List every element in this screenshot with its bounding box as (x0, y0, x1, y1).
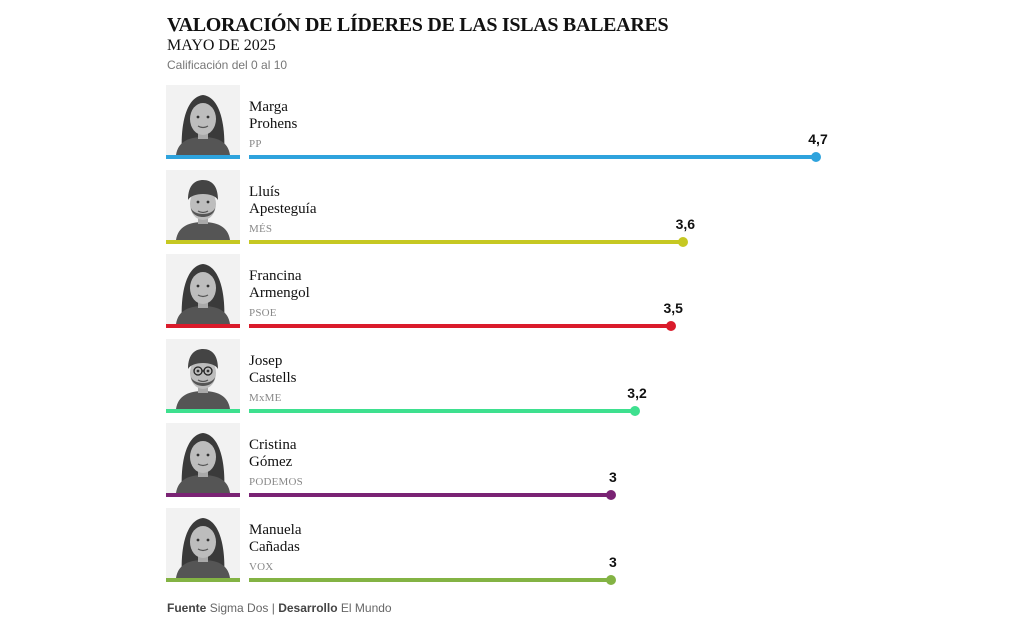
value-bar (249, 408, 636, 413)
value-label: 4,7 (808, 131, 828, 147)
bar-end-dot (630, 405, 641, 416)
value-bar (249, 155, 816, 159)
footer-separator: | (271, 601, 275, 615)
chart-scale-note: Calificación del 0 al 10 (167, 58, 288, 72)
woman-portrait-icon (166, 85, 240, 155)
source-label: Fuente (167, 601, 207, 615)
leader-row: Manuela Cañadas VOX 3 (0, 507, 1024, 592)
party-label: MxME (249, 391, 282, 404)
development-label: Desarrollo (278, 601, 338, 615)
party-label: MÉS (249, 222, 273, 235)
party-color-underline (166, 408, 240, 413)
leader-first-name: Josep (249, 352, 283, 369)
leader-name: Josep Castells (249, 353, 449, 387)
man-portrait-icon (166, 338, 240, 409)
leader-name: Francina Armengol (249, 268, 449, 302)
source-value: Sigma Dos (209, 601, 269, 615)
bar-end-dot (605, 574, 616, 585)
value-bar (249, 577, 611, 582)
value-label: 3 (609, 469, 617, 485)
development-value: El Mundo (340, 601, 392, 615)
woman-portrait-icon (166, 423, 240, 493)
source-footer: Fuente Sigma Dos | Desarrollo El Mundo (167, 601, 392, 615)
leader-first-name: Marga (249, 99, 288, 115)
leader-last-name: Cañadas (249, 538, 300, 555)
leader-first-name: Manuela (249, 521, 302, 538)
value-bar (249, 493, 611, 497)
leader-name: Manuela Cañadas (249, 522, 449, 556)
party-label: PP (249, 138, 262, 150)
leader-last-name: Apesteguía (249, 200, 317, 217)
woman-portrait-icon (166, 507, 240, 578)
value-label: 3 (609, 553, 617, 570)
bar-end-dot (678, 236, 689, 247)
party-color-underline (166, 493, 240, 497)
leader-name: Cristina Gómez (249, 437, 449, 471)
leader-row: Lluís Apesteguía MÉS 3,6 (0, 169, 1024, 254)
chart-subtitle: MAYO DE 2025 (167, 37, 276, 54)
bar-end-dot (605, 490, 616, 500)
leader-row: Francina Armengol PSOE 3,5 (0, 254, 1024, 338)
value-bar (249, 239, 684, 244)
value-label: 3,6 (675, 215, 696, 232)
leader-row: Josep Castells MxME 3,2 (0, 338, 1024, 423)
party-color-underline (166, 577, 240, 582)
leader-last-name: Gómez (249, 454, 293, 470)
party-color-underline (166, 239, 240, 244)
bar-end-dot (811, 152, 821, 162)
value-label: 3,2 (627, 384, 647, 401)
leader-last-name: Prohens (249, 116, 298, 132)
party-label: VOX (249, 560, 274, 573)
party-label: PODEMOS (249, 476, 303, 488)
man-portrait-icon (166, 169, 240, 240)
leader-first-name: Cristina (249, 437, 297, 453)
leader-name: Lluís Apesteguía (249, 184, 449, 218)
leader-row: Cristina Gómez PODEMOS 3 (0, 423, 1024, 507)
value-bar (249, 324, 672, 328)
leader-row: Marga Prohens PP 4,7 (0, 85, 1024, 169)
bar-end-dot (666, 321, 677, 331)
chart-title: VALORACIÓN DE LÍDERES DE LAS ISLAS BALEA… (167, 14, 669, 36)
value-label: 3,5 (663, 300, 683, 316)
leader-first-name: Francina (249, 268, 302, 284)
woman-portrait-icon (166, 254, 240, 324)
leader-name: Marga Prohens (249, 99, 449, 133)
leader-first-name: Lluís (249, 183, 280, 200)
party-color-underline (166, 324, 240, 328)
leader-last-name: Armengol (249, 285, 310, 301)
leader-last-name: Castells (249, 369, 297, 386)
party-color-underline (166, 155, 240, 159)
party-label: PSOE (249, 307, 277, 319)
